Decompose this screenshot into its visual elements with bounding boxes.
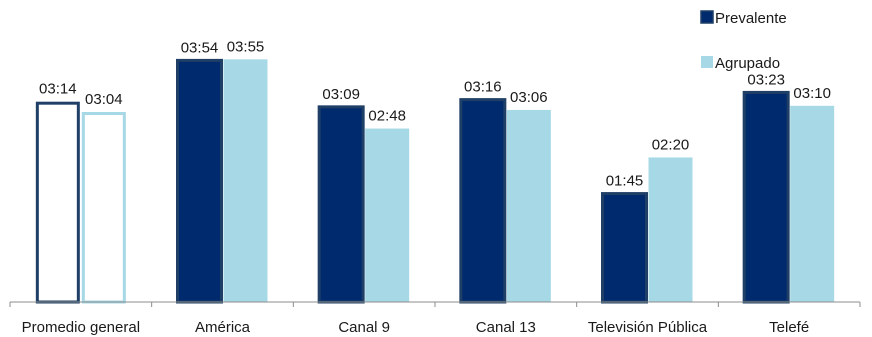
value-labels-group: 03:14 03:04 03:54 03:55 03:09 02:48 03:16 03:06… <box>39 38 831 189</box>
bar-agrupado-america <box>223 59 268 303</box>
category-labels-group: Promedio general América Canal 9 Canal 13 Te… <box>22 319 810 336</box>
legend: Prevalente Agrupado <box>700 10 787 72</box>
category-label-promedio-general: Promedio general <box>22 319 140 336</box>
bar-prevalente-canal-13 <box>459 98 507 304</box>
category-label-television-publica: Televisión Pública <box>588 319 708 336</box>
category-label-canal-13: Canal 13 <box>476 319 536 336</box>
value-label-prevalente-promedio-general: 03:14 <box>39 81 77 98</box>
bar-agrupado-canal-13 <box>506 109 551 302</box>
value-label-agrupado-canal-9: 02:48 <box>368 108 406 125</box>
value-label-prevalente-canal-13: 03:16 <box>464 79 502 96</box>
bar-agrupado-television-publica <box>648 157 693 302</box>
bar-prevalente-canal-9 <box>317 105 365 304</box>
bar-agrupado-promedio-general <box>81 112 126 304</box>
bar-prevalente-television-publica <box>601 192 648 304</box>
category-label-america: América <box>195 319 251 336</box>
legend-swatch-prevalente <box>700 10 714 24</box>
value-label-prevalente-television-publica: 01:45 <box>606 173 644 190</box>
bar-prevalente-telefe <box>742 90 790 304</box>
category-label-canal-9: Canal 9 <box>338 319 390 336</box>
value-label-agrupado-canal-13: 03:06 <box>510 89 548 106</box>
bar-prevalente-america <box>176 58 223 304</box>
value-label-prevalente-canal-9: 03:09 <box>322 86 360 103</box>
bar-agrupado-telefe <box>790 105 835 302</box>
legend-label-prevalente: Prevalente <box>715 10 787 27</box>
value-label-agrupado-telefe: 03:10 <box>793 85 831 102</box>
bar-prevalente-promedio-general <box>35 101 80 304</box>
value-label-agrupado-america: 03:55 <box>227 38 265 55</box>
value-label-prevalente-america: 03:54 <box>181 39 219 56</box>
bars-group <box>35 58 835 304</box>
x-axis-ticks <box>9 302 861 307</box>
value-label-agrupado-television-publica: 02:20 <box>652 136 690 153</box>
category-label-telefe: Telefé <box>769 319 809 336</box>
bar-agrupado-canal-9 <box>365 128 410 302</box>
legend-swatch-agrupado <box>701 56 713 68</box>
legend-label-agrupado: Agrupado <box>715 55 780 72</box>
value-label-prevalente-telefe: 03:23 <box>747 71 785 88</box>
value-label-agrupado-promedio-general: 03:04 <box>85 91 123 108</box>
